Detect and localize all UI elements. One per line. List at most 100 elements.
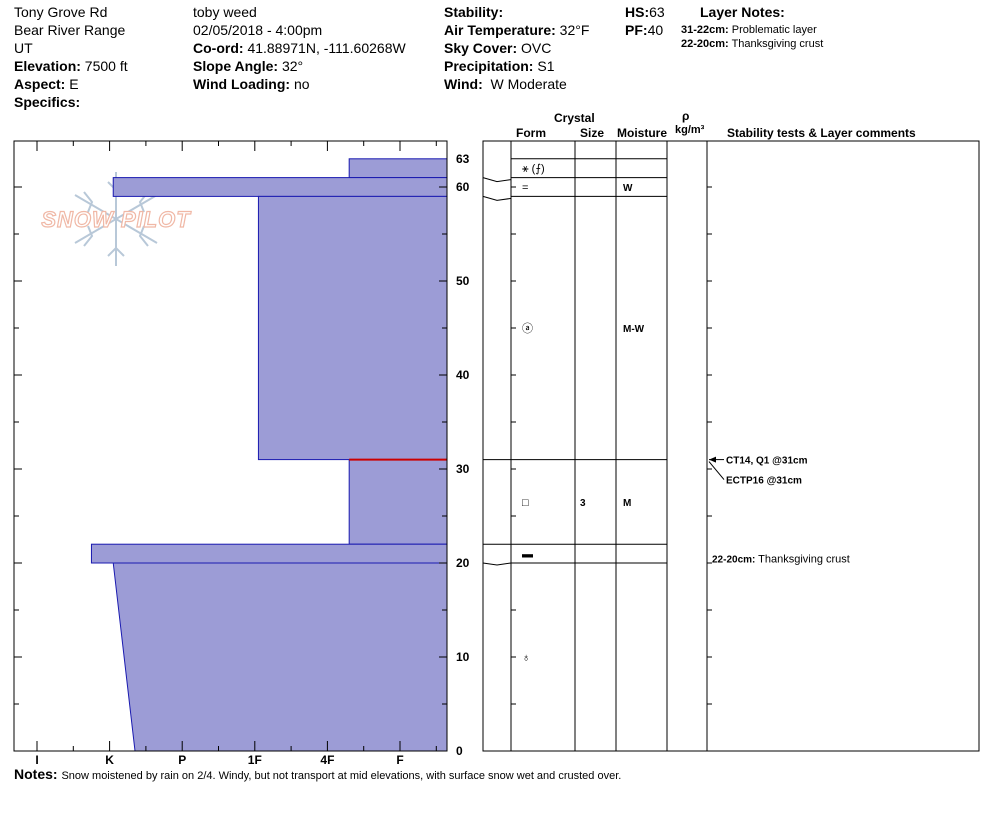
grain-size: 3 [580, 498, 586, 509]
height-tick-label: 30 [456, 462, 470, 476]
elevation-value: 7500 ft [84, 58, 128, 74]
layer-note-range: 31-22cm: [681, 24, 729, 36]
notes-label: Notes: [14, 766, 58, 782]
height-tick-label: 60 [456, 180, 470, 194]
hardness-layer-bar [348, 158, 448, 179]
moisture-value: M-W [623, 324, 645, 335]
slope-angle: Slope Angle: 32° [193, 58, 303, 75]
wind-loading: Wind Loading: no [193, 76, 310, 93]
elevation: Elevation: 7500 ft [14, 58, 128, 75]
hardness-tick-label: P [178, 753, 186, 767]
wind-loading-value: no [293, 76, 310, 92]
precipitation: Precipitation: S1 [444, 58, 554, 75]
logo-text: SNOW PILOT [41, 207, 191, 232]
grain-form-symbol: ▬ [522, 549, 533, 561]
layer-note: 22-20cm: Thanksgiving crust [681, 38, 823, 51]
grain-form-symbol: = [522, 182, 528, 194]
wind-value: W Moderate [490, 76, 567, 92]
layer-note: 31-22cm: Problematic layer [681, 24, 817, 37]
hardness-layer-bar [90, 543, 448, 564]
layer-comment-range: 22-20cm: [712, 554, 758, 565]
grain-form-symbol: ♁ [522, 652, 530, 664]
hs-value: 63 [649, 4, 665, 20]
height-tick-label: 63 [456, 152, 470, 166]
hardness-layer-bar [112, 562, 448, 752]
height-tick-label: 20 [456, 556, 470, 570]
pf-label: PF: [625, 22, 648, 38]
pf: PF:40 [625, 22, 663, 39]
form-header: Form [516, 126, 546, 140]
air-temperature: Air Temperature: 32°F [444, 22, 589, 39]
layer-connector-line [482, 177, 512, 183]
wind-label: Wind: [444, 76, 483, 92]
coord-value: 41.88971N, -111.60268W [247, 40, 406, 56]
notes-text: Snow moistened by rain on 2/4. Windy, bu… [61, 770, 622, 782]
layer-connector-line [482, 562, 512, 566]
layer-note-range: 22-20cm: [681, 38, 729, 50]
crystal-header: Crystal [554, 111, 595, 125]
wind-loading-label: Wind Loading: [193, 76, 291, 92]
air-temp-label: Air Temperature: [444, 22, 556, 38]
datetime: 02/05/2018 - 4:00pm [193, 22, 323, 38]
layer-comment: 22-20cm: Thanksgiving crust [712, 553, 850, 565]
grain-form-symbol: ⚹ (⨍) [522, 163, 545, 175]
elevation-label: Elevation: [14, 58, 81, 74]
height-tick-label: 50 [456, 274, 470, 288]
hardness-tick-label: 4F [320, 753, 334, 767]
range: Bear River Range [14, 22, 126, 38]
hs-label: HS: [625, 4, 650, 20]
stability: Stability: [444, 4, 503, 21]
grain-form-symbol: □ [522, 497, 529, 509]
sky-value: OVC [521, 40, 552, 56]
height-tick-label: 40 [456, 368, 470, 382]
density-unit: kg/m³ [675, 124, 705, 136]
slope-value: 32° [281, 58, 304, 74]
location: Tony Grove Rd [14, 4, 108, 20]
wind: Wind: W Moderate [444, 76, 567, 93]
layer-table-frame [482, 140, 980, 752]
hs: HS:63 [625, 4, 665, 21]
aspect: Aspect: E [14, 76, 79, 93]
height-tick-label: 0 [456, 744, 463, 758]
sky-cover: Sky Cover: OVC [444, 40, 551, 57]
layer-note-text: Problematic layer [731, 24, 817, 36]
stability-test-label: ECTP16 @31cm [726, 476, 802, 487]
hardness-layer-bar [348, 459, 448, 545]
stability-test-label: CT14, Q1 @31cm [726, 456, 808, 467]
hardness-tick-label: I [35, 753, 38, 767]
snowflake-icon [74, 172, 158, 266]
layer-connector-line [482, 195, 512, 201]
slope-label: Slope Angle: [193, 58, 279, 74]
observer: toby weed [193, 4, 257, 20]
hardness-plot-frame [13, 140, 448, 752]
precip-label: Precipitation: [444, 58, 534, 74]
moisture-value: M [623, 498, 631, 509]
state: UT [14, 40, 33, 56]
aspect-label: Aspect: [14, 76, 66, 92]
moisture-header: Moisture [617, 126, 668, 140]
snowpilot-logo: SNOW PILOT [41, 172, 191, 266]
precip-value: S1 [537, 58, 555, 74]
layer-note-text: Thanksgiving crust [731, 38, 824, 50]
coord-label: Co-ord: [193, 40, 244, 56]
grain-form-symbol: ⓐ [522, 322, 533, 335]
sky-label: Sky Cover: [444, 40, 518, 56]
layer-notes-label: Layer Notes: [700, 4, 785, 20]
size-header: Size [580, 126, 605, 140]
stability-label: Stability: [444, 4, 504, 20]
density-symbol: ρ [682, 109, 690, 123]
coordinates: Co-ord: 41.88971N, -111.60268W [193, 40, 406, 57]
hardness-layer-bar [112, 177, 448, 197]
specifics-label: Specifics: [14, 94, 81, 110]
arrow-head-icon [709, 456, 716, 463]
moisture-value: W [623, 183, 633, 194]
hardness-tick-label: F [396, 753, 403, 767]
notes: Notes: Snow moistened by rain on 2/4. Wi… [14, 766, 621, 785]
height-tick-label: 10 [456, 650, 470, 664]
air-temp-value: 32°F [559, 22, 590, 38]
hardness-tick-label: 1F [248, 753, 262, 767]
comments-header: Stability tests & Layer comments [727, 126, 916, 140]
pf-value: 40 [647, 22, 664, 38]
stability-test-arrow [708, 461, 725, 480]
